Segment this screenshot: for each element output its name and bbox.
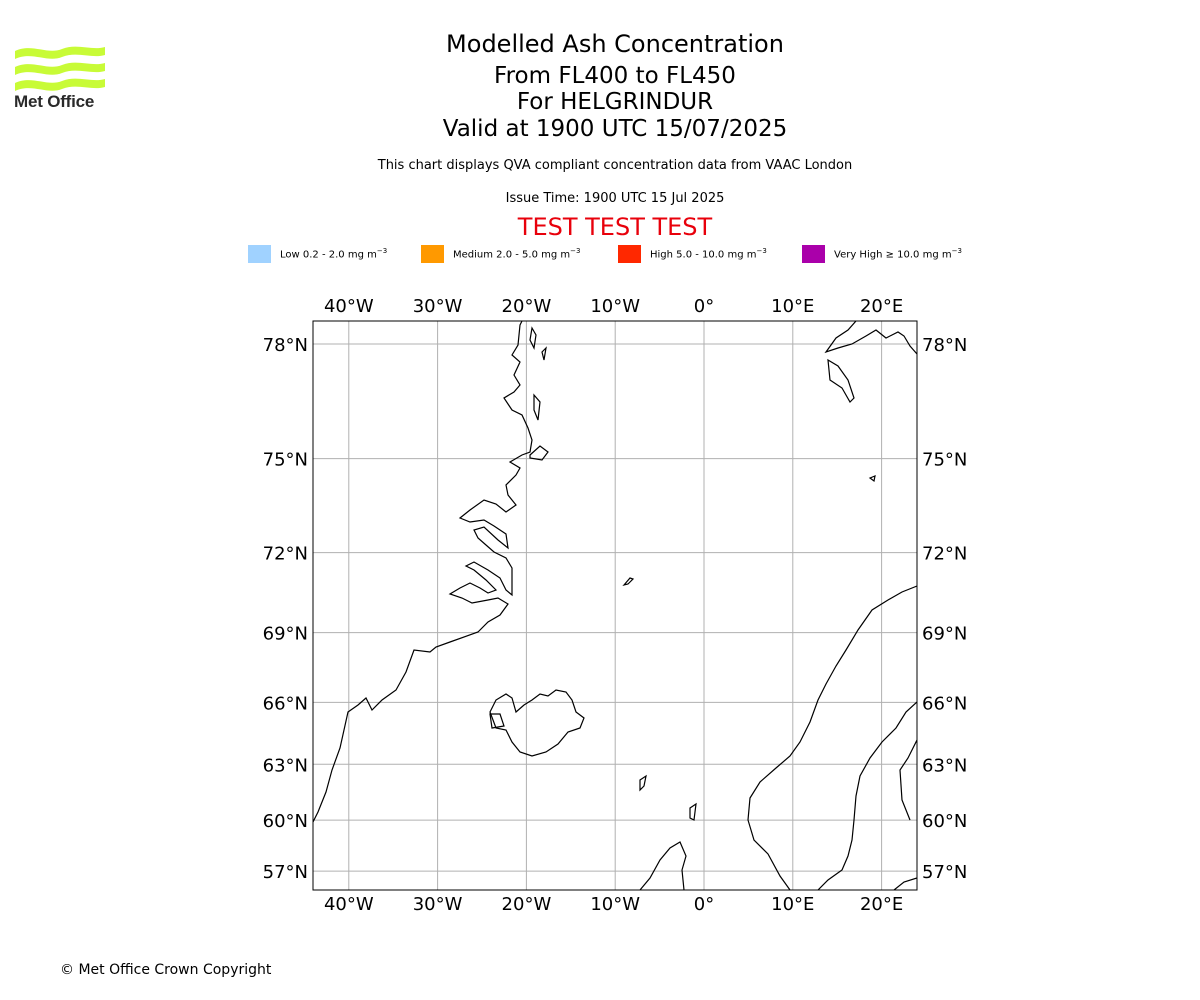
coastline-iceland	[489, 689, 585, 757]
lon-tick-label-top: 10°W	[590, 296, 640, 317]
lon-tick-label-bottom: 20°W	[502, 894, 552, 915]
met-office-logo-text: Met Office	[14, 92, 95, 111]
legend-swatch-medium	[421, 245, 444, 263]
lat-tick-label-right: 57°N	[922, 862, 967, 883]
coastline-greenland	[313, 321, 533, 823]
legend-item-low: Low 0.2 - 2.0 mg m−3	[248, 244, 387, 264]
chart-description: This chart displays QVA compliant concen…	[377, 158, 853, 173]
legend-label-low: Low 0.2 - 2.0 mg m−3	[280, 247, 388, 261]
legend-item-high: High 5.0 - 10.0 mg m−3	[618, 244, 767, 264]
lon-tick-label-bottom: 40°W	[324, 894, 374, 915]
coastline-scotland	[639, 841, 687, 890]
test-banner: TEST TEST TEST	[517, 213, 713, 241]
lat-tick-label-right: 72°N	[922, 544, 967, 565]
legend-swatch-low	[248, 245, 271, 263]
coastline-norway	[747, 585, 917, 890]
lat-tick-label-left: 66°N	[263, 693, 308, 714]
legend-item-medium: Medium 2.0 - 5.0 mg m−3	[421, 244, 580, 264]
chart-title: Modelled Ash Concentration	[446, 30, 784, 58]
lon-tick-label-top: 10°E	[771, 296, 814, 317]
lat-tick-label-left: 75°N	[263, 450, 308, 471]
copyright: © Met Office Crown Copyright	[60, 962, 272, 978]
map-axis-labels: 40°W 40°W 30°W 30°W 20°W 20°W 10°W 10°W 0° 0° 10°E…	[263, 296, 968, 915]
map-frame	[312, 320, 918, 891]
lat-tick-label-left: 57°N	[263, 862, 308, 883]
lat-tick-label-left: 69°N	[263, 624, 308, 645]
lon-tick-label-bottom: 30°W	[413, 894, 463, 915]
lat-tick-label-right: 78°N	[922, 335, 967, 356]
legend-item-very-high: Very High ≥ 10.0 mg m−3	[802, 244, 962, 264]
lon-tick-label-top: 20°W	[502, 296, 552, 317]
lon-tick-label-top: 40°W	[324, 296, 374, 317]
lat-tick-label-right: 69°N	[922, 624, 967, 645]
coastline-svalbard	[824, 321, 917, 355]
lon-tick-label-top: 20°E	[860, 296, 903, 317]
coastline-faroe	[639, 774, 647, 792]
map-gridlines	[313, 321, 917, 890]
lon-tick-label-bottom: 20°E	[860, 894, 903, 915]
legend-swatch-high	[618, 245, 641, 263]
coastlines	[313, 321, 917, 890]
lat-tick-label-left: 78°N	[263, 335, 308, 356]
legend-label-medium: Medium 2.0 - 5.0 mg m−3	[453, 247, 581, 261]
lon-tick-label-bottom: 0°	[694, 894, 714, 915]
lat-tick-label-right: 63°N	[922, 755, 967, 776]
lat-tick-label-left: 60°N	[263, 811, 308, 832]
legend-label-very-high: Very High ≥ 10.0 mg m−3	[834, 247, 962, 261]
valid-time: Valid at 1900 UTC 15/07/2025	[442, 116, 788, 142]
lat-tick-label-right: 66°N	[922, 693, 967, 714]
lon-tick-label-bottom: 10°E	[771, 894, 814, 915]
lon-tick-label-top: 0°	[694, 296, 714, 317]
coastline-jan-mayen	[622, 577, 635, 587]
lat-tick-label-right: 75°N	[922, 450, 967, 471]
legend-swatch-very-high	[802, 245, 825, 263]
issue-time: Issue Time: 1900 UTC 15 Jul 2025	[505, 191, 725, 206]
lon-tick-label-top: 30°W	[413, 296, 463, 317]
lon-tick-label-bottom: 10°W	[590, 894, 640, 915]
met-office-logo-icon	[15, 46, 105, 91]
flight-level-range: From FL400 to FL450	[494, 63, 736, 89]
lat-tick-label-right: 60°N	[922, 811, 967, 832]
volcano-name: For HELGRINDUR	[516, 89, 714, 115]
lat-tick-label-left: 72°N	[263, 544, 308, 565]
lat-tick-label-left: 63°N	[263, 755, 308, 776]
legend-label-high: High 5.0 - 10.0 mg m−3	[650, 247, 767, 261]
